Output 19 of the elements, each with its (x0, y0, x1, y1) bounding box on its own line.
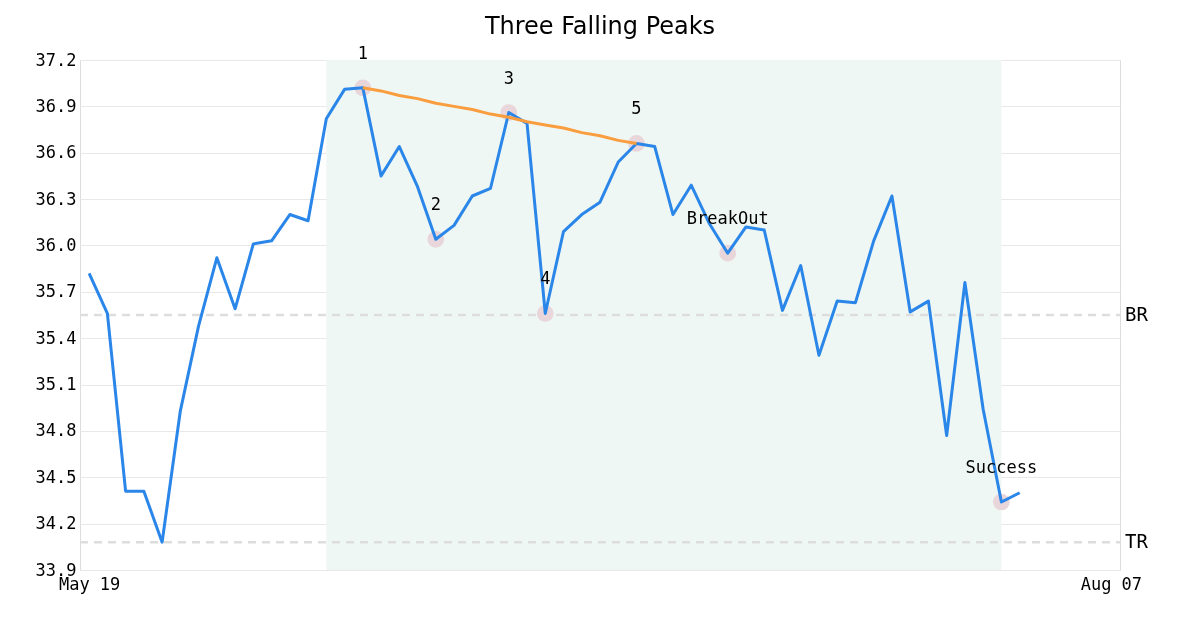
y-tick-label: 36.9 (35, 95, 77, 116)
y-tick-label: 36.0 (35, 234, 77, 255)
y-tick-label: 34.5 (35, 466, 77, 487)
chart-title: Three Falling Peaks (483, 11, 716, 40)
y-tick-label: 36.6 (35, 142, 77, 163)
y-tick-label: 37.2 (35, 49, 77, 70)
y-tick-label: 35.1 (35, 374, 77, 395)
annotation: 2 (430, 194, 441, 215)
y-tick-label: 35.7 (35, 281, 77, 302)
y-tick-label: 35.4 (35, 327, 77, 348)
ref-line-label: BR (1125, 303, 1149, 325)
annotation: 1 (357, 42, 368, 63)
y-tick-label: 34.8 (35, 420, 77, 441)
y-tick-label: 36.3 (35, 188, 77, 209)
ref-line-label: TR (1125, 530, 1149, 553)
annotation: 3 (503, 67, 514, 88)
y-tick-label: 34.2 (35, 513, 77, 534)
x-tick-label: Aug 07 (1080, 573, 1143, 594)
annotation: 5 (631, 98, 642, 119)
